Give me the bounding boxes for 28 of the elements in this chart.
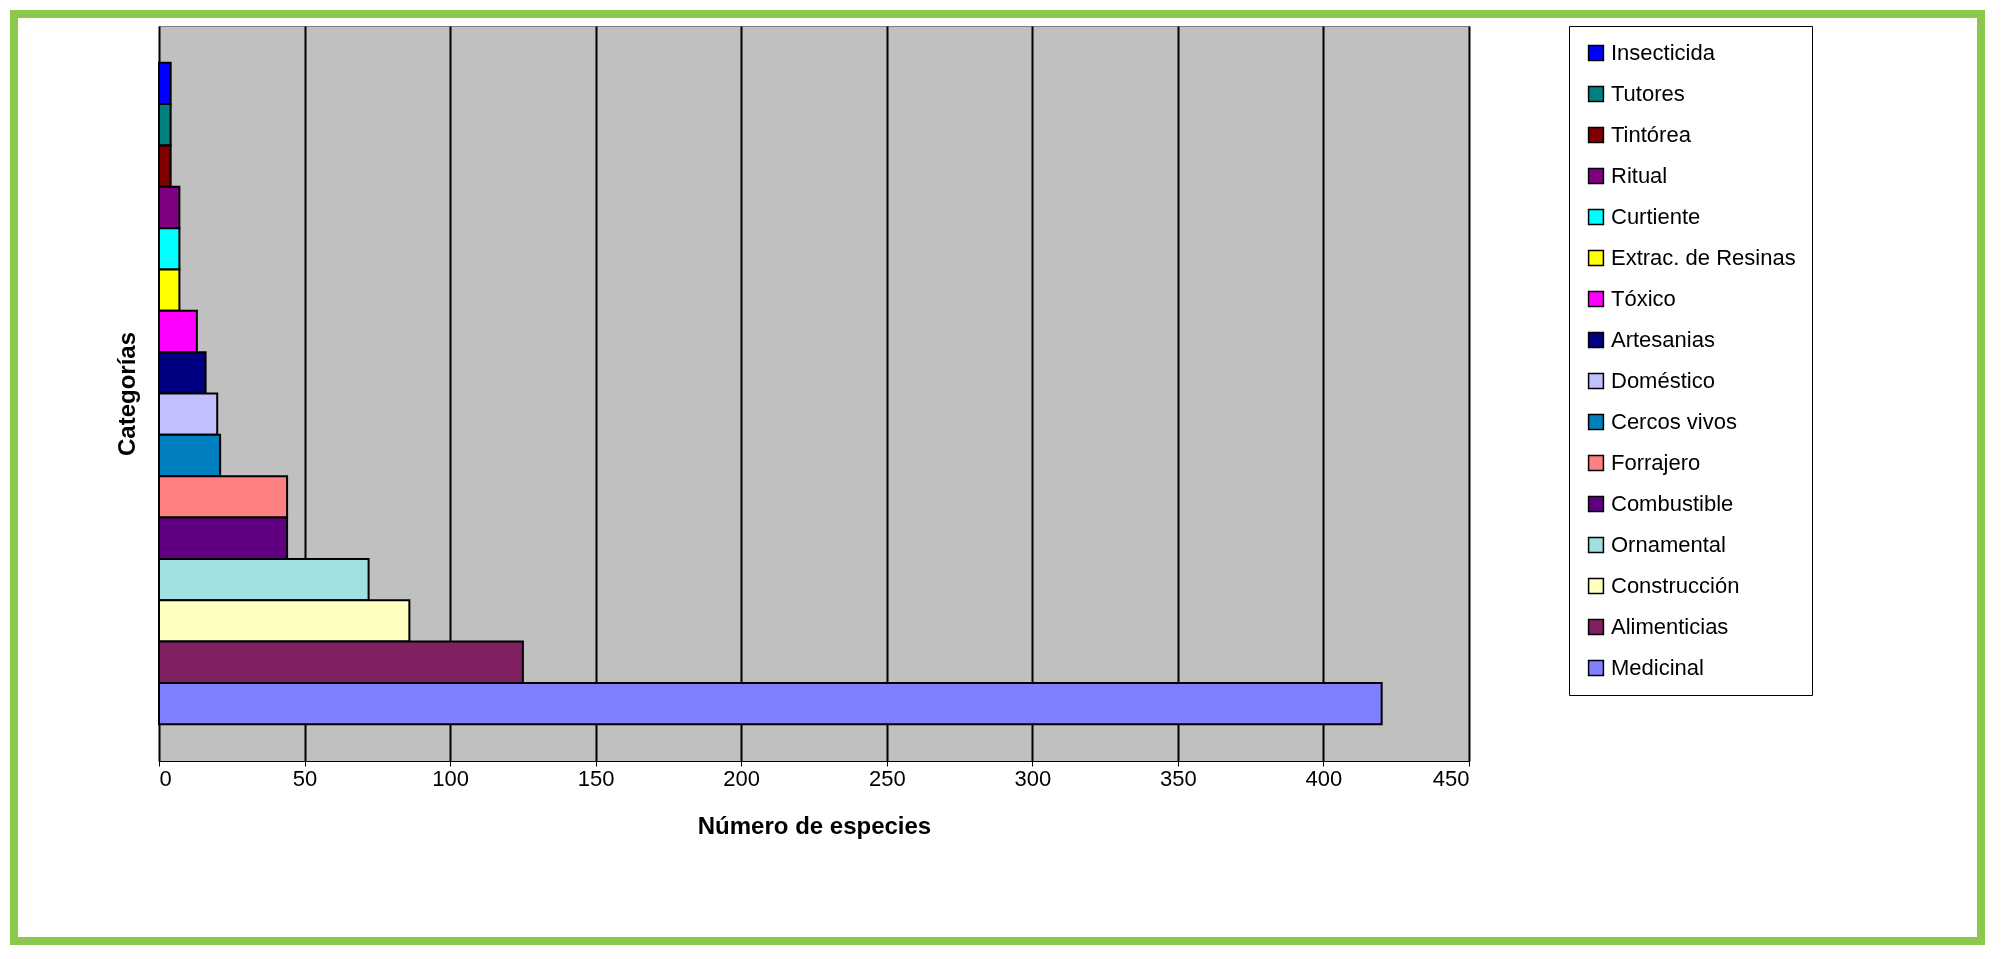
x-tick-label: 350 [1160,765,1197,791]
x-tick-label: 50 [292,765,318,791]
x-tick-label: 300 [1014,765,1052,791]
x-tick-label: 450 [1432,765,1470,791]
x-tick-label: 100 [432,765,469,791]
legend-label: Artesanias [1611,327,1715,352]
x-tick-label: 200 [723,765,761,791]
legend-label: Cercos vivos [1611,409,1737,434]
legend-label: Tóxico [1611,286,1676,311]
legend-label: Tintórea [1611,122,1692,147]
legend-label: Ornamental [1611,532,1726,557]
x-axis-title: Número de especies [697,811,932,839]
legend-label: Construcción [1611,573,1740,598]
y-axis-title: Categorías [112,331,140,457]
x-tick-label: 0 [159,765,172,791]
legend-label: Tutores [1611,81,1685,106]
legend-label: Insecticida [1611,40,1716,65]
legend-label: Medicinal [1611,655,1704,680]
x-tick-label: 250 [868,765,906,791]
legend-label: Combustible [1611,491,1734,516]
legend-label: Forrajero [1611,450,1701,475]
legend-label: Extrac. de Resinas [1611,245,1796,270]
x-tick-label: 150 [577,765,615,791]
legend-label: Ritual [1611,163,1668,188]
legend-label: Curtiente [1611,204,1701,229]
x-tick-label: 400 [1305,765,1343,791]
legend-label: Alimenticias [1611,614,1729,639]
legend-label: Doméstico [1611,368,1715,393]
